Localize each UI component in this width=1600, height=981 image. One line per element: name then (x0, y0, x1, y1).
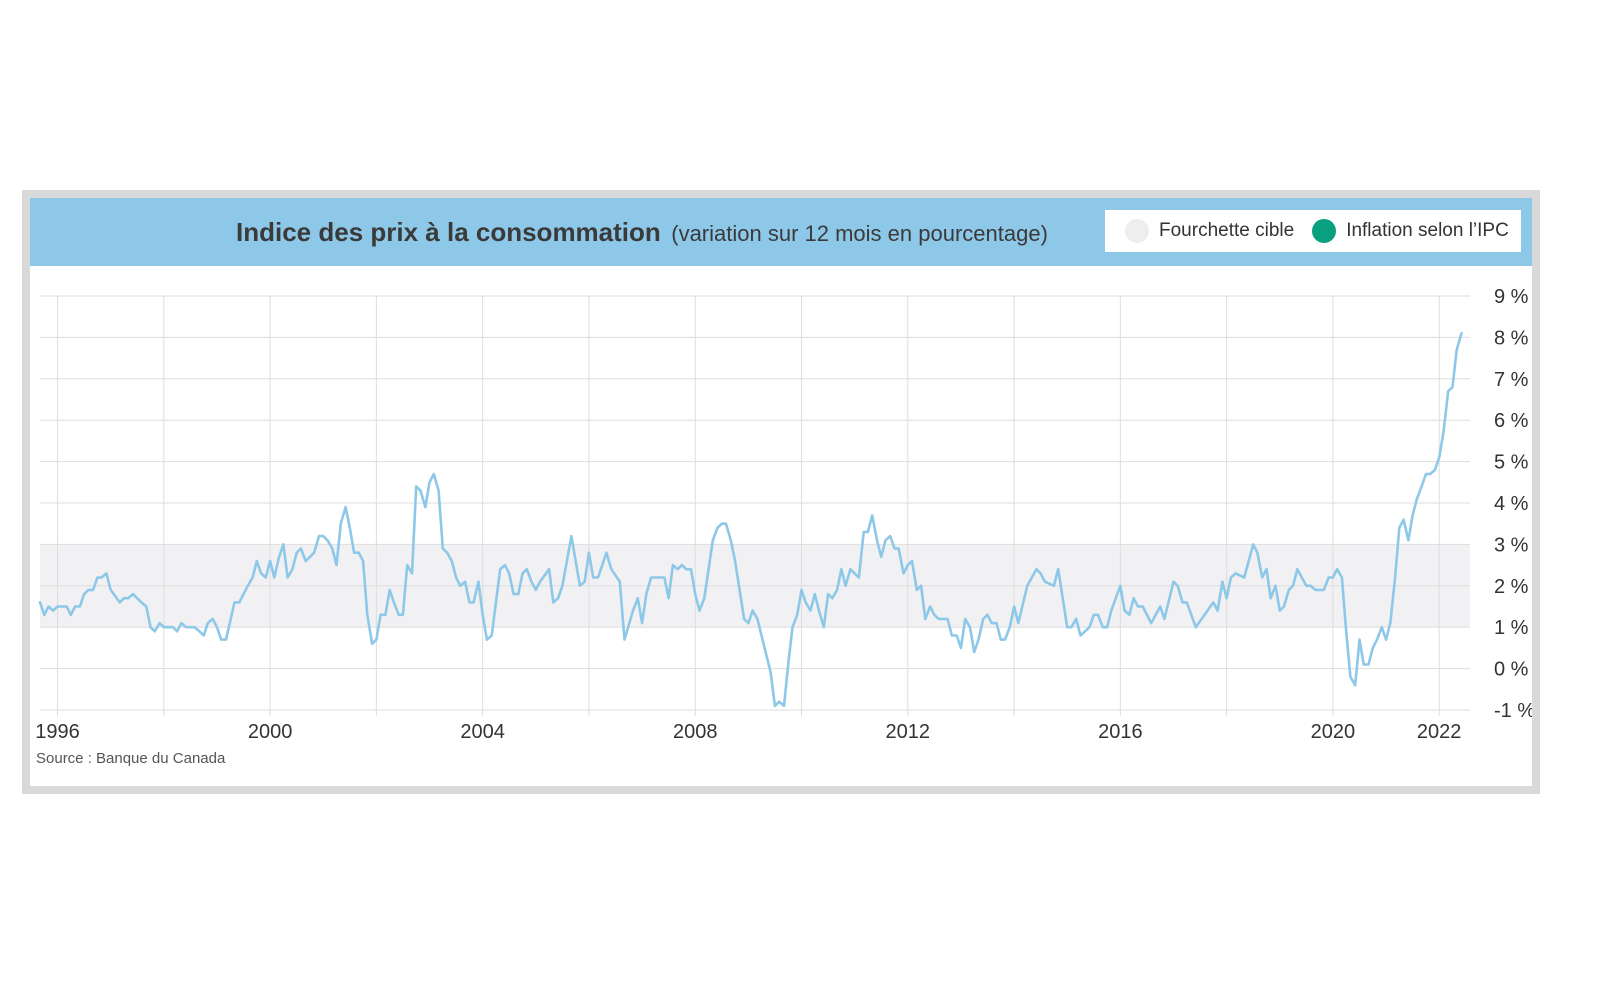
chart-frame: Indice des prix à la consommation (varia… (22, 190, 1540, 794)
y-tick-label: 6 % (1494, 410, 1529, 432)
x-tick-label: 2022 (1417, 721, 1462, 743)
legend-label-cpi: Inflation selon l’IPC (1346, 220, 1509, 241)
y-tick-label: 8 % (1494, 327, 1529, 349)
x-tick-label: 2012 (886, 721, 931, 743)
chart-header-banner: Indice des prix à la consommation (varia… (30, 198, 1532, 266)
y-tick-label: 7 % (1494, 369, 1529, 391)
x-tick-label: 1996 (35, 721, 80, 743)
chart-legend: Fourchette cible Inflation selon l’IPC (1105, 210, 1521, 252)
x-tick-label: 2016 (1098, 721, 1143, 743)
legend-item-cpi: Inflation selon l’IPC (1312, 219, 1509, 243)
x-tick-label: 2004 (460, 721, 505, 743)
y-tick-label: -1 % (1494, 700, 1532, 722)
legend-label-target-band: Fourchette cible (1159, 220, 1295, 241)
y-tick-label: 1 % (1494, 617, 1529, 639)
y-tick-label: 9 % (1494, 286, 1529, 308)
chart-title: Indice des prix à la consommation (236, 217, 661, 247)
y-tick-label: 3 % (1494, 534, 1529, 556)
y-tick-label: 0 % (1494, 659, 1529, 681)
y-tick-label: 5 % (1494, 452, 1529, 474)
x-tick-label: 2000 (248, 721, 293, 743)
y-tick-label: 2 % (1494, 576, 1529, 598)
legend-swatch-cpi (1312, 219, 1337, 243)
legend-item-target-band: Fourchette cible (1125, 219, 1294, 243)
chart-title-block: Indice des prix à la consommation (varia… (236, 198, 1048, 266)
y-tick-label: 4 % (1494, 493, 1529, 515)
x-tick-label: 2008 (673, 721, 718, 743)
chart-source: Source : Banque du Canada (36, 750, 226, 767)
chart-plot: 9 % 8 % 7 % 6 % 5 % 4 % 3 % 2 % 1 % 0 % -1 % 1996 2… (35, 286, 1532, 743)
legend-swatch-target-band (1125, 219, 1149, 243)
chart-subtitle: (variation sur 12 mois en pourcentage) (671, 221, 1048, 246)
chart-card: Indice des prix à la consommation (varia… (30, 198, 1532, 786)
x-tick-label: 2020 (1311, 721, 1356, 743)
series-line-cpi (38, 332, 1463, 708)
